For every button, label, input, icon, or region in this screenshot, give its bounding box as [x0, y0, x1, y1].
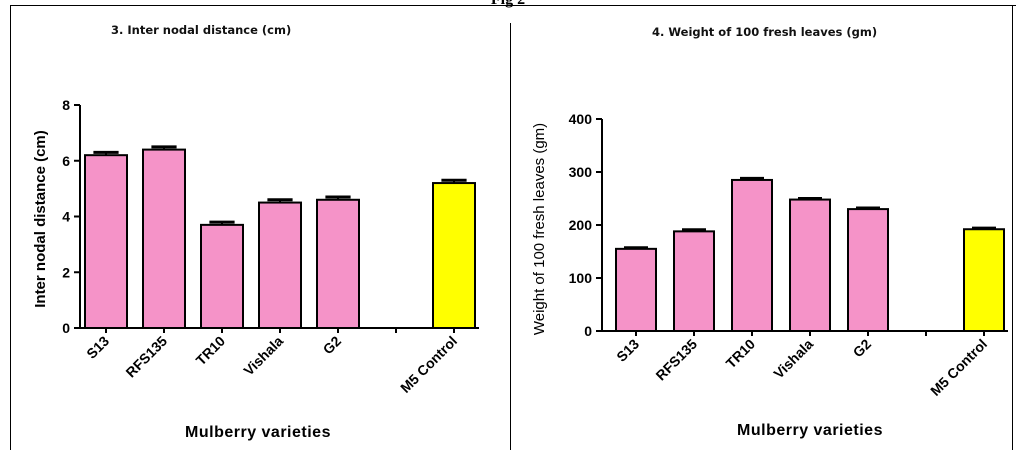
y-tick-label: 8 — [62, 97, 70, 113]
x-tick-label: G2 — [320, 333, 345, 358]
x-tick-label: TR10 — [193, 333, 229, 369]
x-axis-label: Mulberry varieties — [737, 422, 883, 439]
y-tick-label: 6 — [62, 153, 70, 169]
x-tick-label: Vishala — [240, 333, 286, 379]
chart-title: 4. Weight of 100 fresh leaves (gm) — [652, 25, 877, 39]
bar — [963, 228, 1005, 333]
x-tick-label: RFS135 — [652, 336, 700, 384]
y-axis-label: Inter nodal distance (cm) — [32, 130, 49, 308]
x-tick-label: G2 — [850, 336, 875, 361]
y-tick-label: 300 — [569, 164, 593, 180]
bar — [615, 247, 657, 333]
chart-title: 3. Inter nodal distance (cm) — [111, 23, 291, 37]
bar — [789, 198, 831, 332]
bar — [847, 208, 889, 333]
bar — [673, 230, 715, 332]
bar — [258, 201, 302, 329]
bar — [731, 178, 773, 332]
x-tick-label: Vishala — [770, 336, 816, 382]
x-tick-label: RFS135 — [122, 333, 170, 381]
x-tick-label: S13 — [83, 333, 112, 362]
x-tick-label: TR10 — [723, 336, 759, 372]
y-tick-label: 400 — [569, 111, 593, 127]
x-tick-label: S13 — [613, 336, 642, 365]
y-tick-label: 200 — [569, 217, 593, 233]
chart-inter-nodal-distance: 3. Inter nodal distance (cm) Inter nodal… — [32, 23, 479, 441]
y-axis-label: Weight of 100 fresh leaves (gm) — [531, 123, 548, 335]
bar — [84, 154, 128, 329]
x-tick-label: M5 Control — [397, 333, 460, 396]
chart-leaf-weight: 4. Weight of 100 fresh leaves (gm) Weigh… — [531, 25, 1008, 439]
figure-svg: 3. Inter nodal distance (cm) Inter nodal… — [10, 5, 1016, 450]
x-axis-label: Mulberry varieties — [185, 424, 331, 441]
y-tick-label: 0 — [62, 320, 70, 336]
bar — [200, 223, 244, 329]
figure-caption: Fig 2 — [0, 0, 1016, 9]
bar — [432, 182, 476, 329]
x-tick-label: M5 Control — [927, 336, 990, 399]
y-tick-label: 0 — [584, 323, 592, 339]
y-tick-label: 100 — [569, 270, 593, 286]
bar — [142, 148, 186, 329]
figure-frame: 3. Inter nodal distance (cm) Inter nodal… — [0, 5, 1016, 450]
y-tick-label: 2 — [62, 264, 70, 280]
bar — [316, 198, 360, 329]
y-tick-label: 4 — [62, 209, 70, 225]
